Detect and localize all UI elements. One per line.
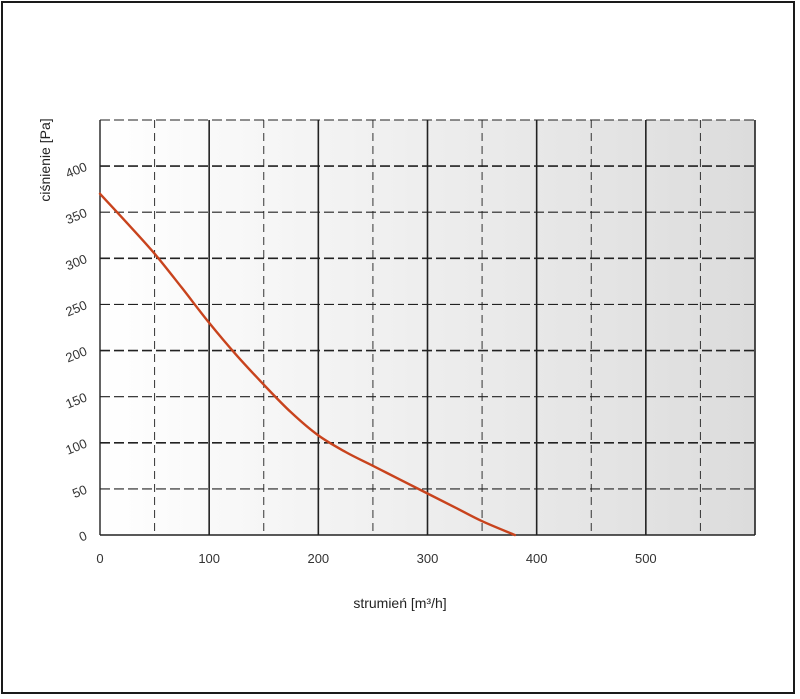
y-tick-label: 400 xyxy=(63,159,89,181)
y-tick-label: 250 xyxy=(63,297,89,319)
x-tick-label: 0 xyxy=(96,551,103,566)
y-tick-label: 350 xyxy=(63,205,89,227)
y-tick-label: 300 xyxy=(63,251,89,273)
x-tick-label: 200 xyxy=(307,551,329,566)
y-tick-label: 0 xyxy=(77,528,89,545)
y-tick-label: 150 xyxy=(63,390,89,412)
x-tick-label: 100 xyxy=(198,551,220,566)
series-line xyxy=(98,192,516,537)
y-axis-label: ciśnienie [Pa] xyxy=(37,118,53,201)
series-layer xyxy=(98,192,516,537)
y-tick-label: 200 xyxy=(63,343,89,365)
grid xyxy=(99,119,756,536)
y-tick-label: 50 xyxy=(70,482,89,501)
x-tick-label: 500 xyxy=(635,551,657,566)
x-axis-label: strumień [m³/h] xyxy=(353,595,446,611)
y-tick-label: 100 xyxy=(63,436,89,458)
x-tick-label: 400 xyxy=(526,551,548,566)
x-tick-label: 300 xyxy=(417,551,439,566)
